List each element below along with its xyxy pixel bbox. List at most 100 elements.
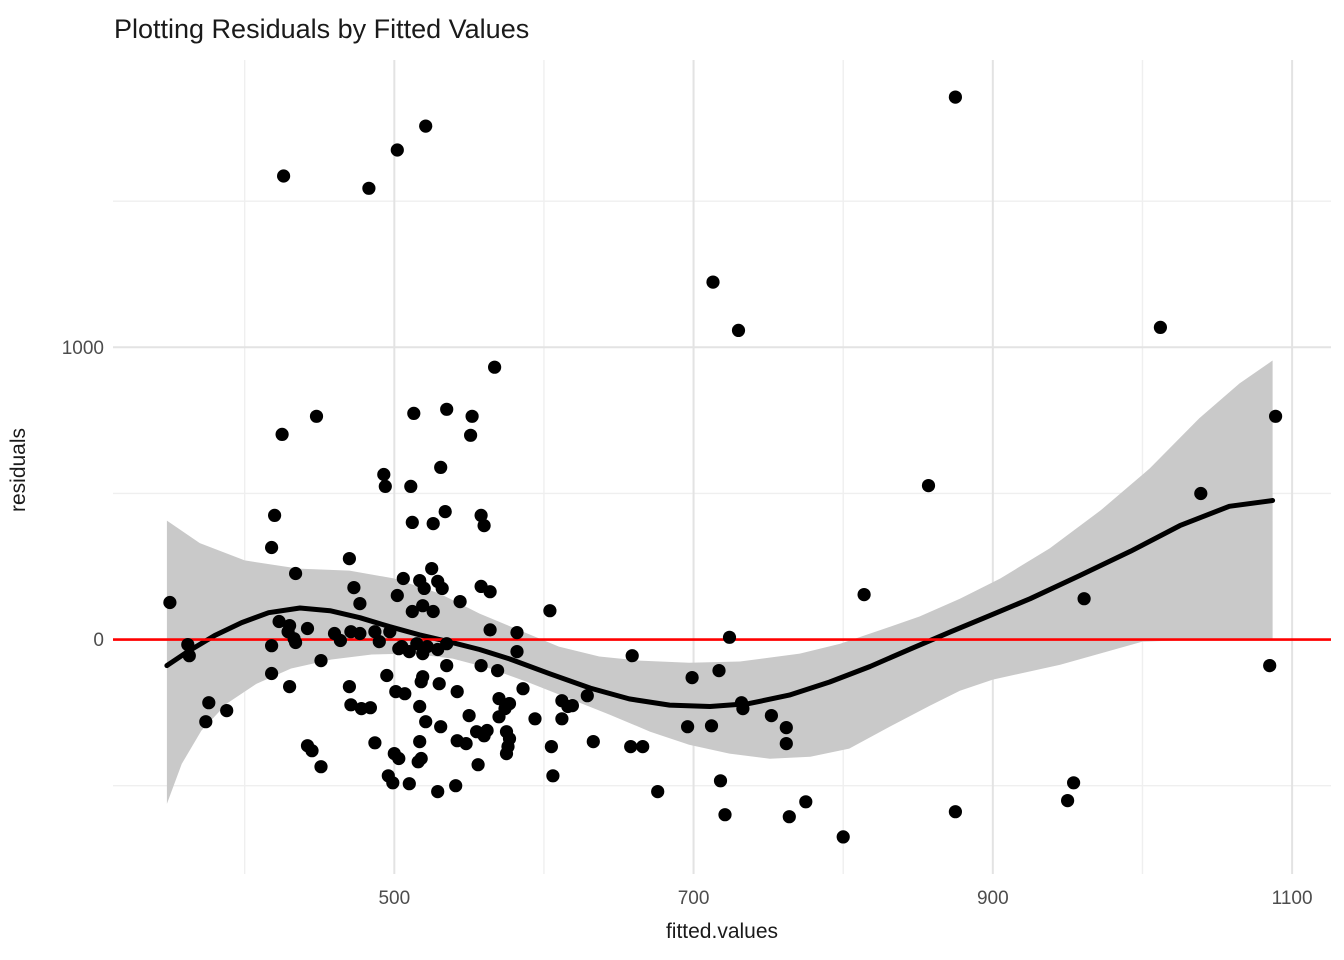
data-point <box>948 90 963 104</box>
data-point <box>275 427 289 441</box>
data-point <box>764 709 779 723</box>
data-point <box>390 143 404 157</box>
data-point <box>948 805 963 819</box>
data-point <box>544 740 559 754</box>
data-point <box>362 181 376 195</box>
data-point <box>483 585 497 599</box>
data-point <box>625 649 639 663</box>
data-point <box>182 649 196 663</box>
data-point <box>411 755 425 769</box>
data-point <box>921 479 936 493</box>
confidence-ribbon <box>166 360 1273 804</box>
data-point <box>477 519 491 533</box>
data-point <box>420 640 434 654</box>
data-point <box>426 604 440 619</box>
confidence-band <box>166 360 1273 804</box>
data-point <box>1263 659 1277 673</box>
data-point <box>440 637 454 651</box>
data-point <box>499 747 514 761</box>
data-point <box>546 769 560 783</box>
x-axis-title: fitted.values <box>666 920 778 943</box>
data-point <box>782 810 796 824</box>
data-point <box>265 666 279 681</box>
data-point <box>344 698 358 712</box>
y-tick-label: 1000 <box>62 338 104 359</box>
data-point <box>586 735 600 749</box>
data-point <box>779 737 793 751</box>
data-point <box>407 406 421 420</box>
data-point <box>488 360 502 374</box>
data-point <box>368 625 382 639</box>
data-point <box>799 795 813 809</box>
y-tick-label: 0 <box>93 630 104 651</box>
data-point <box>395 640 409 654</box>
data-point <box>377 467 391 482</box>
data-point <box>459 737 473 751</box>
data-point <box>390 588 404 603</box>
data-point <box>435 581 449 596</box>
data-point <box>353 597 367 611</box>
data-point <box>491 664 505 678</box>
data-point <box>431 785 445 799</box>
smooth-line <box>164 498 1276 709</box>
data-point <box>368 736 382 750</box>
data-point <box>480 723 494 738</box>
data-point <box>516 682 530 696</box>
data-point <box>483 623 497 637</box>
data-point <box>425 562 439 576</box>
data-point <box>722 630 737 644</box>
data-point <box>1077 592 1091 606</box>
data-point <box>465 409 479 423</box>
data-point <box>718 808 732 822</box>
data-point <box>438 505 452 519</box>
data-point <box>277 169 291 183</box>
x-tick-label: 1100 <box>1272 888 1313 909</box>
data-point <box>353 626 367 641</box>
data-point <box>342 680 356 694</box>
chart-title: Plotting Residuals by Fitted Values <box>114 14 529 44</box>
data-point <box>704 719 719 733</box>
data-point <box>651 785 665 799</box>
data-point <box>414 675 428 689</box>
data-point <box>398 687 412 701</box>
data-point <box>405 604 419 619</box>
y-axis-title: residuals <box>7 428 30 512</box>
data-point <box>580 689 594 703</box>
data-point <box>380 668 394 683</box>
data-point <box>440 659 454 673</box>
data-point <box>363 701 377 715</box>
data-point <box>283 680 297 694</box>
data-point <box>314 654 328 668</box>
data-point <box>378 479 392 493</box>
x-tick-label: 700 <box>678 888 710 909</box>
data-point <box>510 645 524 659</box>
data-point <box>440 402 454 416</box>
data-point <box>287 632 301 646</box>
data-point <box>731 323 746 337</box>
data-point <box>464 428 478 442</box>
data-point <box>283 619 297 633</box>
data-point <box>416 599 430 613</box>
data-point <box>681 720 695 734</box>
data-point <box>268 508 282 522</box>
data-point <box>528 712 542 726</box>
data-point <box>492 692 506 706</box>
data-point <box>543 604 557 618</box>
data-point <box>453 595 467 609</box>
x-axis-tick-labels: 500 700 900 1100 <box>378 888 1312 909</box>
data-point <box>347 581 361 595</box>
data-point <box>462 709 476 723</box>
data-point <box>392 751 406 766</box>
data-point <box>706 275 720 289</box>
x-tick-label: 900 <box>977 888 1009 909</box>
data-point <box>1067 776 1081 790</box>
data-point <box>419 119 433 133</box>
data-point <box>713 774 728 788</box>
data-point <box>372 635 386 649</box>
data-point <box>565 699 580 713</box>
data-point <box>474 659 488 673</box>
data-point <box>305 744 319 758</box>
data-point <box>434 460 448 474</box>
